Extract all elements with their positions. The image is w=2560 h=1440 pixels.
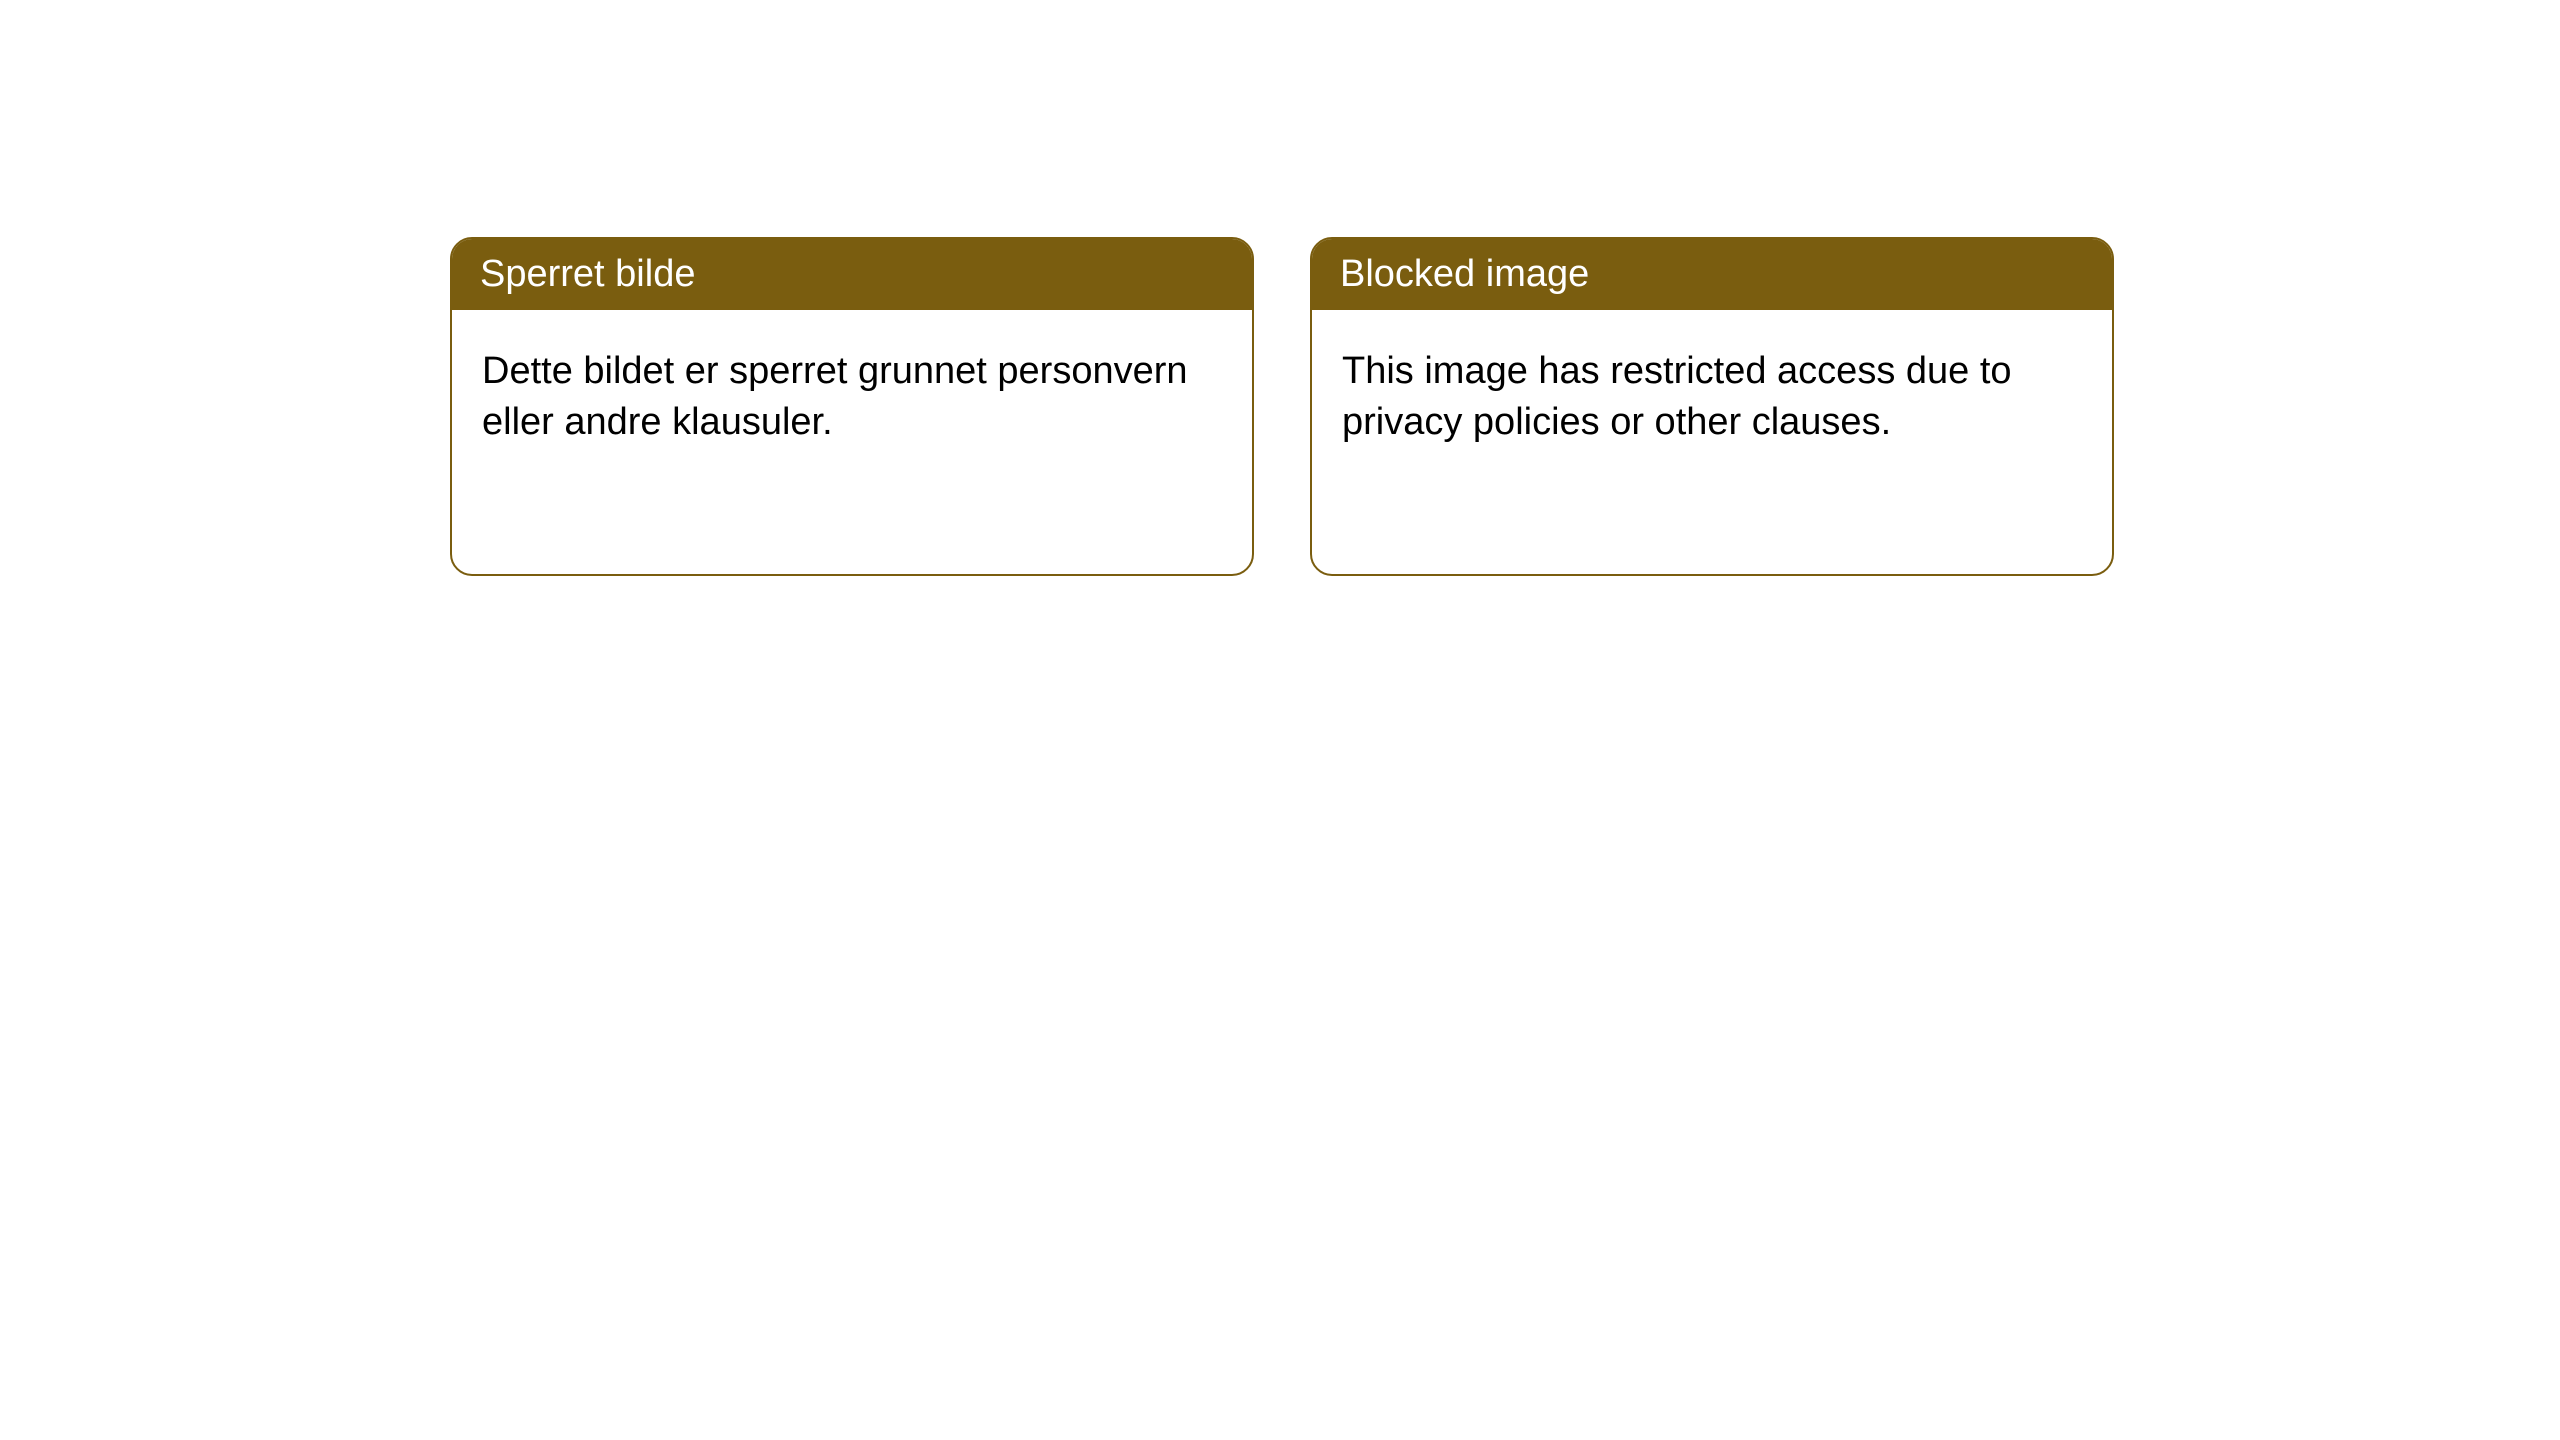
- card-header: Blocked image: [1312, 239, 2112, 310]
- blocked-image-card-norwegian: Sperret bilde Dette bildet er sperret gr…: [450, 237, 1254, 576]
- blocked-image-card-english: Blocked image This image has restricted …: [1310, 237, 2114, 576]
- card-body-text: This image has restricted access due to …: [1342, 350, 2012, 443]
- card-title: Sperret bilde: [480, 253, 695, 295]
- cards-container: Sperret bilde Dette bildet er sperret gr…: [0, 0, 2560, 576]
- card-header: Sperret bilde: [452, 239, 1252, 310]
- card-title: Blocked image: [1340, 253, 1589, 295]
- card-body-text: Dette bildet er sperret grunnet personve…: [482, 350, 1188, 443]
- card-body: This image has restricted access due to …: [1312, 310, 2112, 485]
- card-body: Dette bildet er sperret grunnet personve…: [452, 310, 1252, 485]
